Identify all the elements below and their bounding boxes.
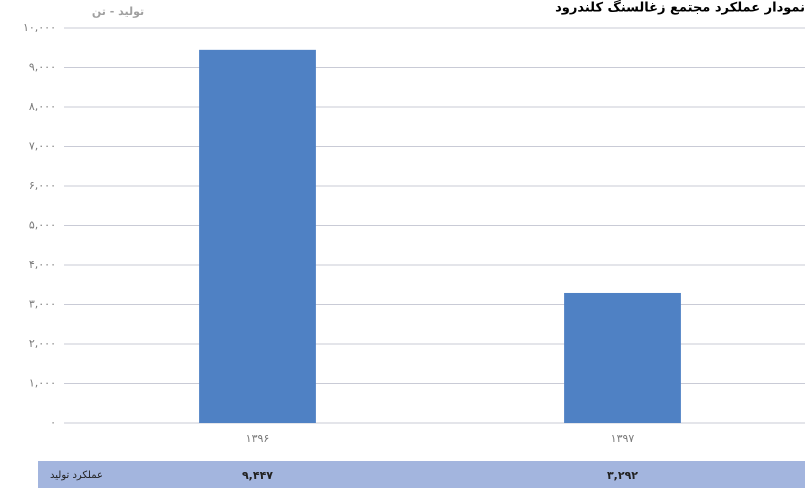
chart-title: نمودار عملکرد مجتمع زغالسنگ کلندرود xyxy=(555,0,805,16)
y-tick-label: ۸,۰۰۰ xyxy=(29,100,56,113)
y-tick-label: ۲,۰۰۰ xyxy=(29,337,56,350)
data-table-row xyxy=(38,461,805,488)
y-axis-label: تولید - تن xyxy=(92,5,144,18)
y-tick-label: ۳,۰۰۰ xyxy=(29,298,56,311)
y-tick-label: ۱۰,۰۰۰ xyxy=(23,21,56,34)
y-tick-label: ۷,۰۰۰ xyxy=(29,140,56,153)
x-tick-label: ۱۳۹۶ xyxy=(246,432,270,445)
y-tick-label: ۶,۰۰۰ xyxy=(29,179,56,192)
y-tick-label: ۱,۰۰۰ xyxy=(29,377,56,390)
bar xyxy=(199,49,316,423)
data-label: ۳,۲۹۲ xyxy=(607,469,638,482)
y-tick-label: ۹,۰۰۰ xyxy=(29,61,56,74)
y-tick-label: ۰ xyxy=(50,416,56,429)
x-tick-label: ۱۳۹۷ xyxy=(611,432,635,445)
y-tick-label: ۵,۰۰۰ xyxy=(29,219,56,232)
legend-label: عملکرد تولید xyxy=(50,470,103,481)
data-label: ۹,۴۴۷ xyxy=(242,469,273,482)
y-tick-label: ۴,۰۰۰ xyxy=(29,258,56,271)
bar xyxy=(564,292,681,423)
